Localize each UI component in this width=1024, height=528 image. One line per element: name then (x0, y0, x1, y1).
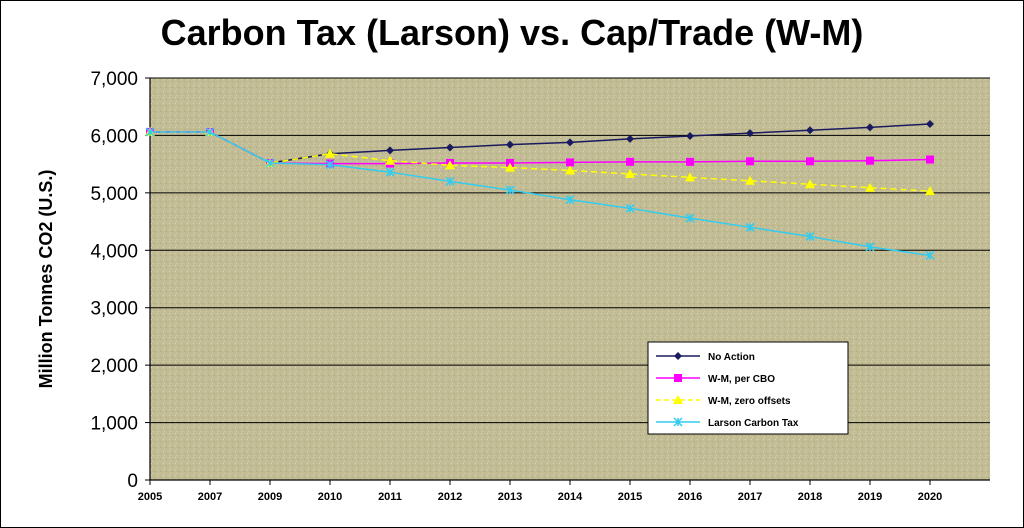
data-point (925, 250, 935, 260)
data-point (866, 123, 874, 132)
data-point (626, 134, 634, 143)
data-point (806, 157, 814, 166)
y-tick-label: 1,000 (90, 414, 138, 435)
data-point (685, 172, 695, 182)
data-point (205, 127, 215, 137)
data-point (865, 182, 875, 192)
x-tick-label: 2013 (498, 491, 522, 503)
data-point (746, 129, 754, 138)
x-tick-label: 2016 (678, 491, 702, 503)
gridlines (150, 77, 990, 424)
x-tick-label: 2015 (618, 491, 642, 503)
data-point (926, 155, 934, 164)
legend-label: W-M, per CBO (708, 374, 775, 385)
legend: No Action W-M, per CBO W-M, zero offsets La… (647, 341, 849, 435)
y-tick-label: 0 (127, 471, 138, 492)
data-point (445, 160, 455, 170)
data-point (925, 186, 935, 196)
data-point (806, 126, 814, 135)
data-point (686, 157, 694, 166)
data-point (745, 222, 755, 232)
x-tick-label: 2017 (738, 491, 762, 503)
series-group (145, 119, 935, 260)
data-point (325, 148, 335, 158)
data-point (265, 158, 275, 168)
data-point (866, 156, 874, 165)
x-tick-label: 2010 (318, 491, 342, 503)
data-point (805, 179, 815, 189)
legend-entry: Larson Carbon Tax (656, 417, 799, 429)
data-point (566, 158, 574, 167)
data-point (805, 231, 815, 242)
data-point (385, 155, 395, 165)
x-tick-label: 2019 (858, 491, 882, 503)
legend-label: No Action (708, 352, 755, 363)
y-tick-label: 7,000 (90, 69, 138, 90)
data-point (686, 132, 694, 141)
legend-label: W-M, zero offsets (708, 396, 791, 407)
legend-entry: No Action (656, 352, 755, 363)
series-4 (145, 127, 935, 260)
legend-entry: W-M, per CBO (656, 374, 775, 385)
y-axis-label: Million Tonnes CO2 (U.S.) (36, 170, 56, 389)
data-point (325, 160, 335, 170)
x-tick-label: 2005 (138, 491, 162, 503)
chart-title: Carbon Tax (Larson) vs. Cap/Trade (W-M) (160, 12, 864, 53)
y-tick-label: 3,000 (90, 299, 138, 320)
data-point (506, 140, 514, 149)
data-point (745, 175, 755, 185)
data-point (386, 146, 394, 155)
data-point (565, 165, 575, 175)
data-point (746, 157, 754, 166)
legend-marker (674, 352, 682, 360)
x-ticks: 2005 2007 2009 2010 2011 2012 2013 2014 2015 2016… (138, 480, 942, 503)
data-point (145, 127, 155, 137)
data-point (565, 195, 575, 205)
y-tick-label: 2,000 (90, 356, 138, 377)
data-point (385, 167, 395, 177)
y-ticks: 0 1,000 2,000 3,000 4,000 5,000 6,000 7,000 (90, 69, 150, 492)
legend-entry: W-M, zero offsets (656, 395, 791, 407)
data-point (505, 162, 515, 172)
plot-area (150, 78, 990, 480)
legend-marker (674, 374, 682, 382)
x-tick-label: 2014 (558, 491, 583, 503)
data-point (625, 203, 635, 213)
x-tick-label: 2018 (798, 491, 822, 503)
data-point (685, 213, 695, 223)
x-tick-label: 2020 (918, 491, 942, 503)
y-tick-label: 5,000 (90, 184, 138, 205)
legend-marker (673, 395, 683, 404)
legend-label: Larson Carbon Tax (708, 418, 799, 429)
series-line (150, 131, 931, 257)
data-point (926, 119, 934, 128)
data-point (446, 143, 454, 152)
data-point (626, 157, 634, 166)
legend-marker (673, 417, 683, 427)
y-tick-label: 6,000 (90, 126, 138, 147)
data-point (566, 138, 574, 147)
data-point (445, 176, 455, 186)
series-line (150, 123, 931, 164)
x-tick-label: 2011 (378, 491, 402, 503)
data-point (865, 242, 875, 252)
data-point (625, 168, 635, 178)
x-tick-label: 2007 (198, 491, 222, 503)
x-tick-label: 2012 (438, 491, 462, 503)
data-point (505, 185, 515, 195)
y-tick-label: 4,000 (90, 241, 138, 262)
x-tick-label: 2009 (258, 491, 282, 503)
